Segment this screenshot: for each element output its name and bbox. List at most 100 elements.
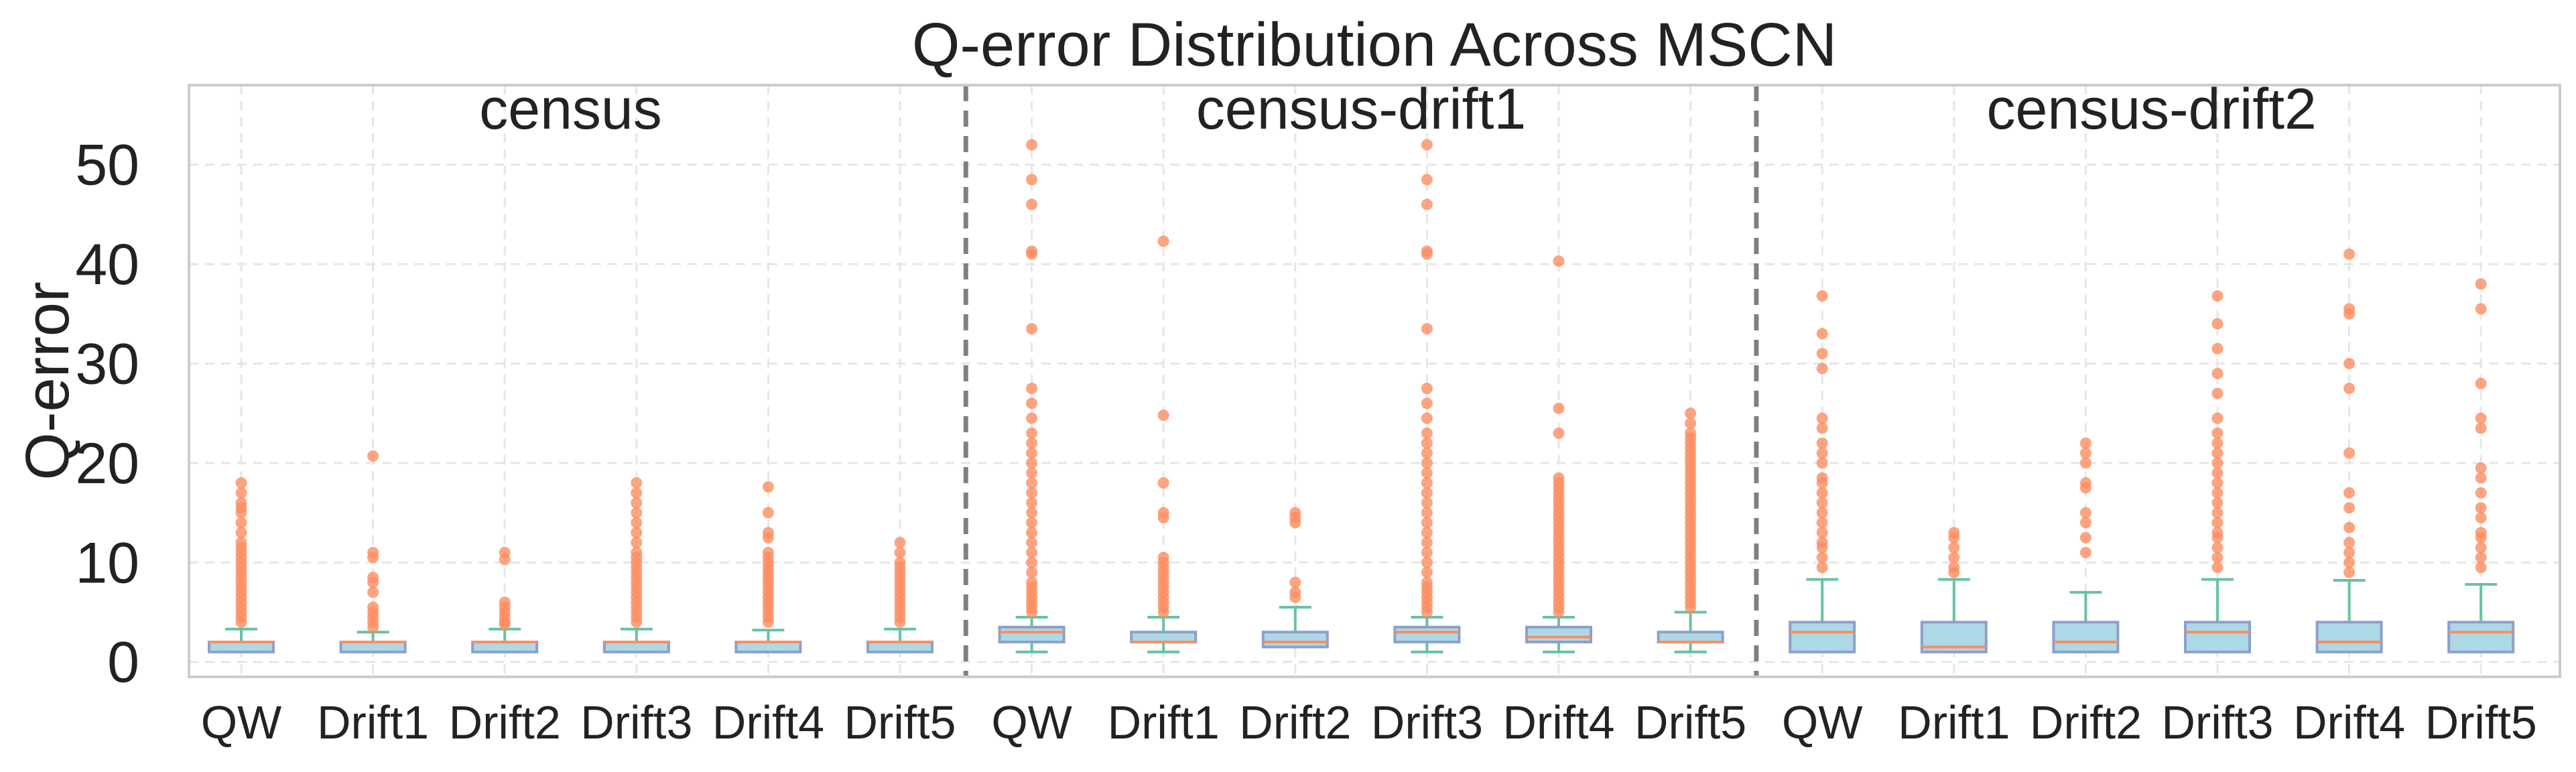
box-plot [2315, 248, 2383, 653]
box-iqr [1261, 631, 1329, 649]
outlier-point [1026, 437, 1038, 449]
outlier-point [1685, 407, 1697, 420]
outlier-point [1816, 497, 1828, 509]
box-iqr [2315, 621, 2383, 653]
group-labels: census census-drift1 census-drift2 [479, 77, 2317, 141]
outlier-point [1421, 576, 1433, 588]
outlier-point [1816, 552, 1828, 564]
y-tick-label: 30 [75, 332, 139, 397]
outlier-point [631, 497, 643, 509]
box-plot [208, 477, 275, 653]
outlier-point [2343, 383, 2356, 395]
outlier-point [2475, 303, 2487, 315]
outlier-point [1553, 472, 1565, 484]
outlier-point [2475, 552, 2487, 564]
outlier-point [367, 601, 379, 613]
outlier-point [631, 487, 643, 499]
x-tick-label: Drift4 [2293, 696, 2405, 749]
outlier-point [1157, 552, 1169, 564]
box-plot [2052, 437, 2120, 653]
outlier-point [2211, 457, 2224, 469]
x-tick-label: Drift5 [2425, 696, 2537, 749]
outlier-point [2343, 487, 2356, 499]
outlier-point [894, 537, 906, 549]
y-tick-label: 50 [75, 133, 139, 198]
box-plot [2447, 278, 2515, 653]
outlier-point [1816, 447, 1828, 459]
x-axis-ticks: QW Drift1 Drift2 Drift3 Drift4 Drift5 QW Drift1… [201, 696, 2537, 749]
outlier-point [1421, 383, 1433, 395]
outlier-point [1816, 507, 1828, 519]
x-tick-label: Drift3 [580, 696, 692, 749]
outlier-point [1026, 198, 1038, 210]
outlier-point [1026, 477, 1038, 489]
outlier-point [2211, 437, 2224, 449]
outlier-point [1421, 467, 1433, 479]
outlier-point [2343, 521, 2356, 533]
outlier-point [1421, 139, 1433, 151]
outlier-point [1421, 447, 1433, 459]
outlier-point [235, 527, 247, 539]
outlier-point [2079, 477, 2091, 489]
outlier-point [2079, 517, 2091, 529]
outlier-point [2079, 447, 2091, 459]
outlier-point [631, 527, 643, 539]
outlier-point [1685, 427, 1697, 439]
outlier-point [1026, 537, 1038, 549]
box-plot [1789, 290, 1856, 653]
outlier-point [367, 572, 379, 584]
outlier-point [2211, 387, 2224, 399]
outlier-point [2343, 566, 2356, 578]
outlier-point [1816, 422, 1828, 434]
outlier-point [1421, 566, 1433, 578]
outlier-point [631, 507, 643, 519]
box-plot [2184, 290, 2251, 653]
outlier-point [762, 507, 774, 519]
outlier-point [2211, 497, 2224, 509]
outlier-point [631, 537, 643, 549]
outlier-point [1026, 546, 1038, 558]
outlier-point [1026, 457, 1038, 469]
y-tick-label: 40 [75, 233, 139, 297]
outlier-point [1421, 245, 1433, 257]
outlier-point [1421, 487, 1433, 499]
outlier-point [1421, 427, 1433, 439]
x-tick-label: Drift5 [1634, 696, 1746, 749]
outlier-point [1816, 363, 1828, 375]
box-iqr [2052, 621, 2120, 653]
outlier-point [1816, 537, 1828, 549]
outlier-point [1026, 507, 1038, 519]
box-iqr [1130, 631, 1198, 644]
outlier-point [2475, 462, 2487, 474]
box-plot [602, 477, 670, 653]
outlier-point [1421, 412, 1433, 424]
box-iqr [602, 641, 670, 653]
box-iqr [734, 641, 802, 653]
outlier-point [367, 546, 379, 558]
outlier-point [2475, 562, 2487, 574]
outlier-point [2211, 342, 2224, 355]
outlier-point [1421, 546, 1433, 558]
outlier-point [1816, 437, 1828, 449]
outlier-point [2475, 512, 2487, 524]
outlier-point [1421, 537, 1433, 549]
outlier-point [2343, 556, 2356, 568]
box-plot [1261, 507, 1329, 649]
outlier-point [2475, 487, 2487, 499]
y-tick-label: 20 [75, 432, 139, 496]
outlier-point [1026, 576, 1038, 588]
x-tick-label: Drift1 [1898, 696, 2010, 749]
outlier-point [2343, 447, 2356, 459]
outlier-point [1948, 541, 1960, 554]
outlier-point [1948, 552, 1960, 564]
outlier-point [1816, 472, 1828, 484]
outlier-point [235, 477, 247, 489]
box-plot [1130, 235, 1198, 653]
plot-frame [188, 84, 2561, 678]
outlier-point [1157, 477, 1169, 489]
outlier-point [1157, 235, 1169, 247]
outlier-point [1421, 517, 1433, 529]
x-tick-label: QW [201, 696, 282, 749]
outlier-point [1816, 487, 1828, 499]
box-plot [1525, 255, 1592, 653]
